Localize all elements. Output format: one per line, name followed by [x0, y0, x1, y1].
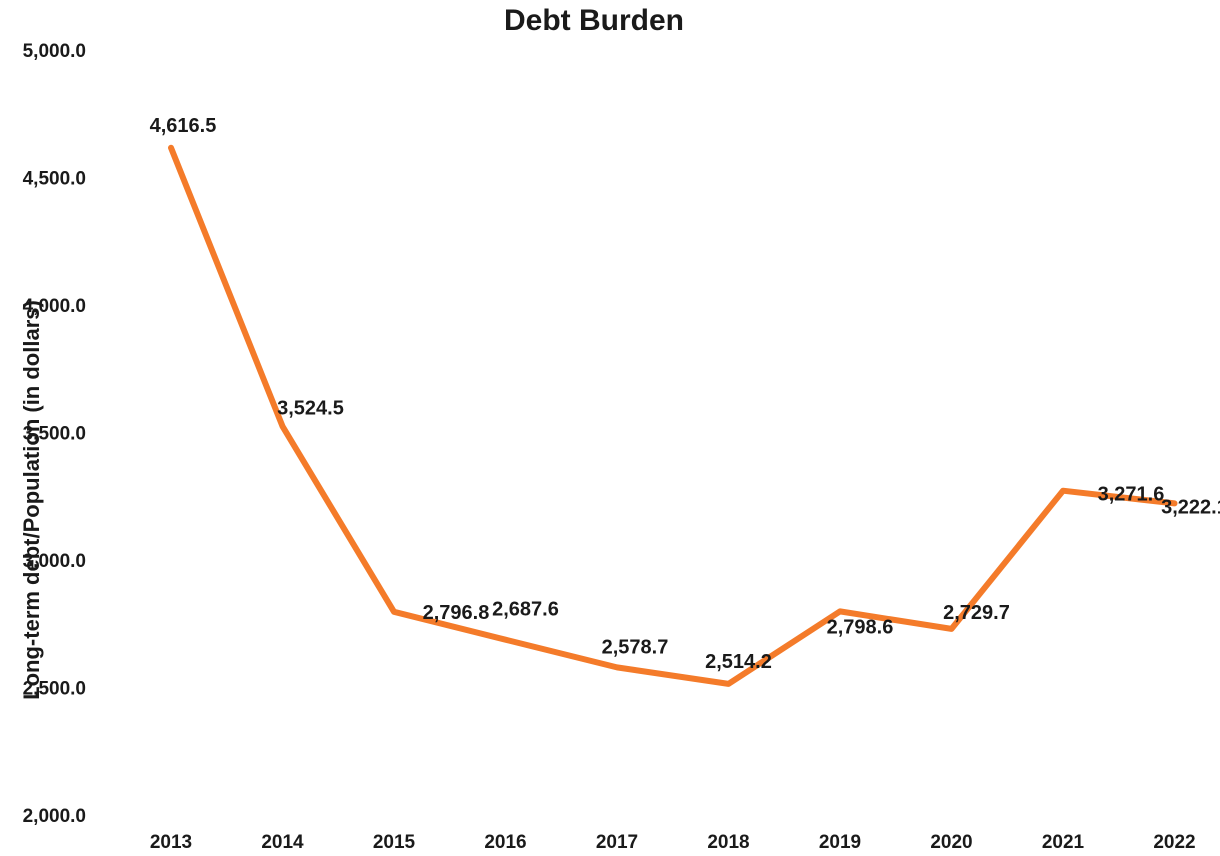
x-tick-label: 2019 — [819, 832, 861, 853]
y-tick-label: 2,500.0 — [23, 679, 86, 700]
data-label: 2,687.6 — [492, 599, 559, 621]
data-label: 3,271.6 — [1098, 484, 1165, 506]
x-tick-label: 2018 — [707, 832, 749, 853]
x-tick-label: 2021 — [1042, 832, 1085, 853]
data-label: 2,798.6 — [827, 616, 894, 638]
data-label: 2,796.8 — [423, 602, 490, 624]
data-label: 2,514.2 — [705, 651, 772, 673]
x-tick-label: 2022 — [1153, 832, 1195, 853]
x-tick-label: 2015 — [373, 832, 416, 853]
x-tick-label: 2013 — [150, 832, 192, 853]
y-tick-label: 5,000.0 — [23, 41, 86, 62]
data-label: 2,578.7 — [602, 636, 669, 658]
x-tick-label: 2020 — [930, 832, 972, 853]
y-tick-label: 4,000.0 — [23, 296, 86, 317]
x-tick-label: 2014 — [261, 832, 304, 853]
data-label: 2,729.7 — [943, 602, 1010, 624]
y-tick-label: 2,000.0 — [23, 806, 86, 827]
y-tick-label: 4,500.0 — [23, 169, 86, 190]
y-tick-label: 3,000.0 — [23, 551, 86, 572]
chart-title: Debt Burden — [504, 4, 684, 37]
data-label: 3,524.5 — [277, 397, 344, 419]
series-line — [168, 144, 1178, 687]
x-tick-label: 2016 — [484, 832, 526, 853]
data-label: 3,222.1 — [1161, 496, 1220, 518]
x-tick-label: 2017 — [596, 832, 638, 853]
y-tick-label: 3,500.0 — [23, 424, 86, 445]
data-label: 4,616.5 — [150, 115, 217, 137]
